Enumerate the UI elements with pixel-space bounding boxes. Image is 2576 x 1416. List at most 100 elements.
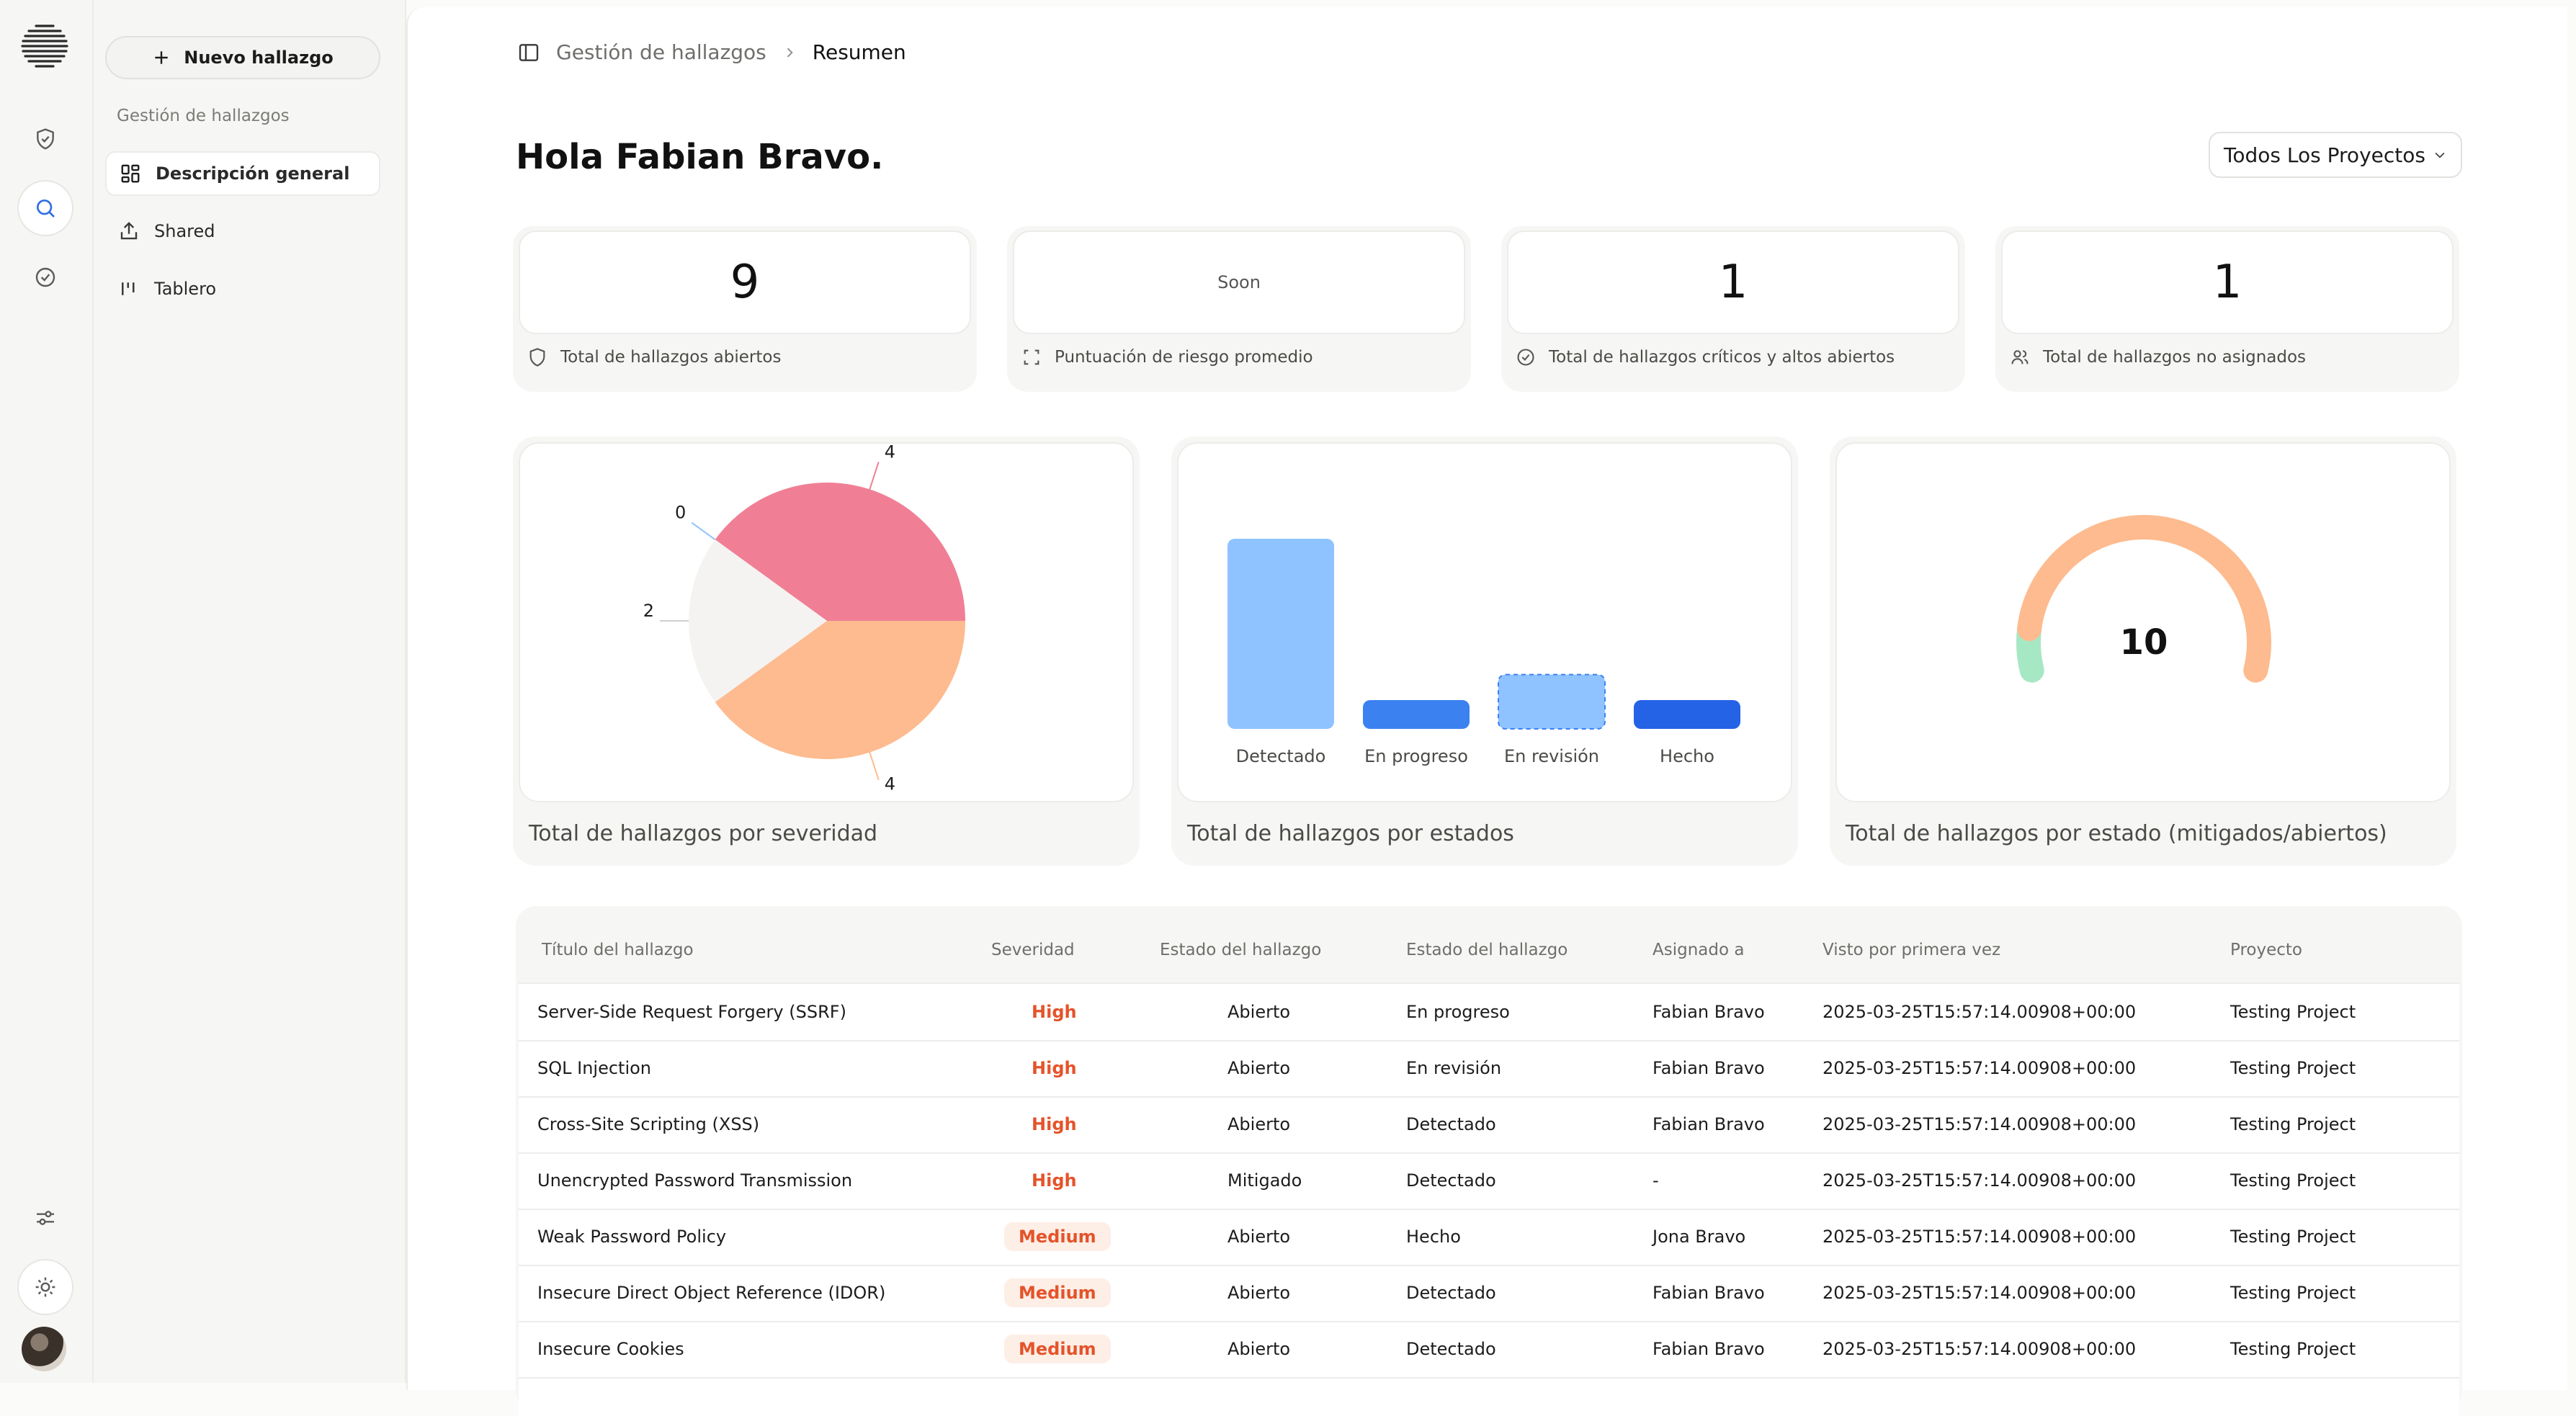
table-cell-title: Insecure Cookies <box>537 1339 684 1359</box>
table-row[interactable]: Weak Password Policy Medium Abierto Hecho Jo… <box>519 1209 2459 1266</box>
sidebar-item-label: Descripción general <box>156 163 350 184</box>
sliders-icon <box>37 1211 54 1225</box>
sidebar-item-board[interactable]: Tablero <box>105 266 380 311</box>
severity-badge: High <box>1032 1114 1077 1134</box>
sidebar-toggle-icon[interactable] <box>517 41 540 64</box>
column-header-assignee[interactable]: Asignado a <box>1653 941 1745 959</box>
severity-pie-chart: 4 0 2 4 <box>643 442 965 794</box>
kpi-value: 1 <box>1718 256 1748 309</box>
pie-label-line <box>869 462 880 490</box>
breadcrumb: Gestión de hallazgos Resumen <box>517 40 906 64</box>
kpi-value-box: Soon <box>1013 230 1465 334</box>
column-header-severity[interactable]: Severidad <box>991 941 1075 959</box>
severity-badge: High <box>1032 1058 1077 1078</box>
bar[interactable] <box>1498 673 1606 730</box>
project-select[interactable]: Todos Los Proyectos <box>2209 132 2462 178</box>
project-select-value: Todos Los Proyectos <box>2224 143 2425 167</box>
kpi-label: Puntuación de riesgo promedio <box>1055 348 1313 367</box>
chart-area: Detectado En progreso En revisión Hecho <box>1177 442 1792 802</box>
severity-badge: Medium <box>1004 1222 1111 1251</box>
table-cell-project: Testing Project <box>2230 1283 2356 1303</box>
new-finding-button[interactable]: Nuevo hallazgo <box>105 36 380 79</box>
table-cell-status: En revisión <box>1406 1058 1502 1078</box>
shield-icon <box>529 348 545 367</box>
table-row[interactable]: Insecure Cookies Medium Abierto Detectado Fa… <box>519 1321 2459 1379</box>
table-cell-assignee: Jona Bravo <box>1653 1227 1746 1247</box>
pie-data-label: 0 <box>675 503 686 523</box>
table-cell-assignee: Fabian Bravo <box>1653 1058 1765 1078</box>
check-circle-icon <box>1517 349 1534 366</box>
bar[interactable] <box>1227 539 1334 729</box>
logo-icon[interactable] <box>20 22 69 71</box>
column-header-status[interactable]: Estado del hallazgo <box>1406 941 1568 959</box>
column-header-title[interactable]: Título del hallazgo <box>542 941 694 959</box>
table-cell-state: Abierto <box>1227 1058 1291 1078</box>
table-cell-status: En progreso <box>1406 1002 1510 1022</box>
breadcrumb-parent[interactable]: Gestión de hallazgos <box>556 40 766 64</box>
bar[interactable] <box>1634 700 1740 729</box>
column-header-first-seen[interactable]: Visto por primera vez <box>1823 941 2001 959</box>
board-icon <box>122 282 135 295</box>
bar-category-label: Detectado <box>1236 746 1326 766</box>
table-cell-project: Testing Project <box>2230 1114 2356 1134</box>
pie-slice[interactable] <box>689 539 827 702</box>
table-cell-severity: High <box>994 984 1077 1040</box>
table-cell-severity: High <box>994 1040 1077 1096</box>
table-row[interactable]: Insecure Direct Object Reference (IDOR) M… <box>519 1265 2459 1322</box>
table-cell-title: Unencrypted Password Transmission <box>537 1170 853 1191</box>
kpi-value-box: 1 <box>2001 230 2454 334</box>
kpi-avg-risk: Soon Puntuación de riesgo promedio <box>1007 226 1471 392</box>
table-cell-assignee: Fabian Bravo <box>1653 1114 1765 1134</box>
rail-settings-button[interactable] <box>17 1190 73 1246</box>
pie-slice[interactable] <box>715 621 965 759</box>
table-cell-severity: Medium <box>994 1265 1111 1321</box>
kpi-value-box: 1 <box>1507 230 1959 334</box>
table-cell-state: Abierto <box>1227 1227 1291 1247</box>
column-header-project[interactable]: Proyecto <box>2230 941 2302 959</box>
table-cell-severity: Medium <box>994 1209 1111 1265</box>
chart-area: 4 0 2 4 <box>519 442 1134 802</box>
sidebar-item-overview[interactable]: Descripción general <box>105 151 380 196</box>
chart-caption: Total de hallazgos por estado (mitigados… <box>1846 821 2387 846</box>
table-cell-severity: High <box>994 1096 1077 1152</box>
table-cell-status: Hecho <box>1406 1227 1461 1247</box>
severity-badge: Medium <box>1004 1278 1111 1307</box>
share-icon <box>120 222 138 240</box>
gauge-segment[interactable] <box>2017 515 2271 683</box>
icon-rail <box>0 0 94 1383</box>
kpi-open-findings: 9 Total de hallazgos abiertos <box>513 226 977 392</box>
sidebar-item-shared[interactable]: Shared <box>105 209 380 254</box>
rail-tasks-button[interactable] <box>17 249 73 305</box>
rail-findings-button[interactable] <box>17 180 73 236</box>
table-row[interactable]: Unencrypted Password Transmission High Mit… <box>519 1152 2459 1210</box>
kpi-value: 9 <box>730 256 760 309</box>
kpi-value-box: 9 <box>519 230 971 334</box>
table-cell-state: Abierto <box>1227 1002 1291 1022</box>
bar-category-label: En revisión <box>1504 746 1599 766</box>
avatar[interactable] <box>22 1327 66 1371</box>
table-cell-assignee: Fabian Bravo <box>1653 1002 1765 1022</box>
pie-data-label: 4 <box>885 774 895 794</box>
column-header-state[interactable]: Estado del hallazgo <box>1160 941 1322 959</box>
table-row[interactable]: SQL Injection High Abierto En revisión Fabia… <box>519 1040 2459 1098</box>
rail-security-button[interactable] <box>17 111 73 167</box>
table-cell-title: Server-Side Request Forgery (SSRF) <box>537 1002 846 1022</box>
table-cell-first-seen: 2025-03-25T15:57:14.00908+00:00 <box>1823 1114 2137 1134</box>
table-cell-first-seen: 2025-03-25T15:57:14.00908+00:00 <box>1823 1002 2137 1022</box>
pie-slice[interactable] <box>715 483 965 621</box>
table-cell-first-seen: 2025-03-25T15:57:14.00908+00:00 <box>1823 1227 2137 1247</box>
table-cell-assignee: - <box>1653 1170 1659 1191</box>
table-cell-first-seen: 2025-03-25T15:57:14.00908+00:00 <box>1823 1339 2137 1359</box>
kpi-label: Total de hallazgos críticos y altos abie… <box>1549 348 1895 367</box>
pie-data-label: 4 <box>885 444 895 462</box>
main-panel: Gestión de hallazgos Resumen Hola Fabian… <box>406 7 2567 1416</box>
rail-theme-button[interactable] <box>17 1259 73 1315</box>
table-cell-title: Insecure Direct Object Reference (IDOR) <box>537 1283 886 1303</box>
table-cell-assignee: Fabian Bravo <box>1653 1283 1765 1303</box>
table-cell-project: Testing Project <box>2230 1170 2356 1191</box>
table-row[interactable]: Server-Side Request Forgery (SSRF) High Ab… <box>519 984 2459 1041</box>
breadcrumb-current: Resumen <box>812 40 906 64</box>
table-row[interactable]: Cross-Site Scripting (XSS) High Abierto Det… <box>519 1096 2459 1154</box>
table-cell-project: Testing Project <box>2230 1002 2356 1022</box>
bar[interactable] <box>1363 700 1470 729</box>
